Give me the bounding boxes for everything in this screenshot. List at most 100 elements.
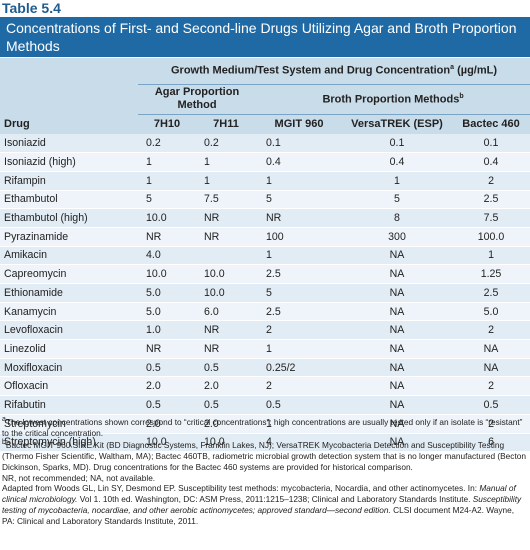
cell-drug: Ofloxacin <box>0 376 138 397</box>
cell-versatrek: 0.1 <box>342 134 452 154</box>
cell-bactec: 5.0 <box>452 302 530 322</box>
table-row: Streptomycin (high) 10.0 10.0 4 NA 6 <box>0 433 530 453</box>
table-label: Table 5.4 <box>2 0 61 16</box>
cell-bactec: 2.5 <box>452 190 530 210</box>
cell-7h11: 2.0 <box>196 414 256 434</box>
cell-drug: Isoniazid <box>0 134 138 154</box>
cell-7h10: 10.0 <box>138 208 196 228</box>
cell-7h11: NR <box>196 208 256 228</box>
cell-bactec: NA <box>452 358 530 378</box>
cell-drug: Streptomycin (high) <box>0 433 138 453</box>
cell-mgit: 1 <box>256 171 342 191</box>
footnote-a-text: The lowest concentrations shown correspo… <box>2 416 523 438</box>
cell-bactec: 6 <box>452 433 530 453</box>
cell-bactec: 0.4 <box>452 152 530 172</box>
cell-bactec: 1.25 <box>452 264 530 284</box>
table-row: Ethambutol 5 7.5 5 5 2.5 <box>0 190 530 210</box>
cell-versatrek: NA <box>342 320 452 341</box>
footnote-a: aThe lowest concentrations shown corresp… <box>2 415 528 438</box>
table-row: Moxifloxacin 0.5 0.5 0.25/2 NA NA <box>0 358 530 378</box>
cell-7h11: 10.0 <box>196 283 256 303</box>
cell-7h11: 10.0 <box>196 433 256 453</box>
cell-drug: Rifampin <box>0 171 138 191</box>
cell-drug: Isoniazid (high) <box>0 152 138 172</box>
header-7h11: 7H11 <box>213 118 239 131</box>
cell-7h11: NR <box>196 227 256 247</box>
cell-bactec: 2 <box>452 320 530 341</box>
cell-drug: Moxifloxacin <box>0 358 138 378</box>
table-row: Levofloxacin 1.0 NR 2 NA 2 <box>0 320 530 341</box>
cell-versatrek: NA <box>342 433 452 453</box>
cell-bactec: 2 <box>452 414 530 434</box>
cell-7h10: 2.0 <box>138 376 196 397</box>
cell-7h11: 1 <box>196 152 256 172</box>
cell-7h10: 1 <box>138 171 196 191</box>
cell-mgit: 4 <box>256 433 342 453</box>
footnote-b-text: Bactec MGIT 960 SIRE Kit (BD Diagnostic … <box>2 440 526 472</box>
footnote-b: bBactec MGIT 960 SIRE Kit (BD Diagnostic… <box>2 438 528 472</box>
cell-7h10: 10.0 <box>138 433 196 453</box>
table-title: Concentrations of First- and Second-line… <box>0 17 530 57</box>
header-broth-text: Broth Proportion Methods <box>322 93 460 106</box>
cell-mgit: 2.5 <box>256 302 342 322</box>
cell-7h10: NR <box>138 227 196 247</box>
table-row: Isoniazid (high) 1 1 0.4 0.4 0.4 <box>0 152 530 172</box>
header-blank-2 <box>0 84 138 114</box>
footnotes: aThe lowest concentrations shown corresp… <box>2 415 528 527</box>
header-group-sup: a <box>450 64 455 72</box>
cell-7h10: 5 <box>138 190 196 210</box>
header-group-text: Growth Medium/Test System and Drug Conce… <box>171 65 451 78</box>
table-row: Amikacin 4.0 1 NA 1 <box>0 246 530 266</box>
cell-7h11: 0.5 <box>196 358 256 378</box>
drug-concentration-table: Growth Medium/Test System and Drug Conce… <box>0 58 530 453</box>
cell-mgit: 1 <box>256 246 342 266</box>
footnote-nr: NR, not recommended; NA, not available. <box>2 472 156 483</box>
cell-7h11: 10.0 <box>196 264 256 284</box>
cell-versatrek: 1 <box>342 171 452 191</box>
cell-7h10: 0.5 <box>138 395 196 415</box>
cell-drug: Kanamycin <box>0 302 138 322</box>
cell-mgit: 2.5 <box>256 264 342 284</box>
cell-mgit: 0.25/2 <box>256 358 342 378</box>
cell-7h10: NR <box>138 339 196 359</box>
cell-7h11: NR <box>196 339 256 359</box>
cell-bactec: NA <box>452 339 530 359</box>
table-row: Kanamycin 5.0 6.0 2.5 NA 5.0 <box>0 302 530 322</box>
cell-mgit: 2 <box>256 376 342 397</box>
cell-bactec: 2 <box>452 171 530 191</box>
cell-7h11: 6.0 <box>196 302 256 322</box>
cell-mgit: 0.1 <box>256 134 342 154</box>
cell-mgit: 1 <box>256 414 342 434</box>
cell-versatrek: NA <box>342 414 452 434</box>
header-versatrek: VersaTREK (ESP) <box>351 118 443 131</box>
cell-7h11: NR <box>196 320 256 341</box>
cell-mgit: 100 <box>256 227 342 247</box>
cell-bactec: 0.1 <box>452 134 530 154</box>
footnote-a-marker: a <box>2 416 6 423</box>
cell-versatrek: NA <box>342 339 452 359</box>
table-body: Isoniazid 0.2 0.2 0.1 0.1 0.1 Isoniazid (high)… <box>0 134 530 453</box>
cell-7h11: 0.5 <box>196 395 256 415</box>
cell-versatrek: NA <box>342 283 452 303</box>
cell-drug: Pyrazinamide <box>0 227 138 247</box>
cell-bactec: 2 <box>452 376 530 397</box>
cell-mgit: 2 <box>256 320 342 341</box>
cell-7h10: 1.0 <box>138 320 196 341</box>
cell-mgit: 5 <box>256 190 342 210</box>
cell-versatrek: NA <box>342 264 452 284</box>
cell-drug: Levofloxacin <box>0 320 138 341</box>
cell-mgit: 0.4 <box>256 152 342 172</box>
cell-versatrek: 8 <box>342 208 452 228</box>
cell-versatrek: 0.4 <box>342 152 452 172</box>
cell-7h11: 1 <box>196 171 256 191</box>
cell-bactec: 2.5 <box>452 283 530 303</box>
table-row: Rifabutin 0.5 0.5 0.5 NA 0.5 <box>0 395 530 415</box>
cell-7h11: 0.2 <box>196 134 256 154</box>
table-row: Linezolid NR NR 1 NA NA <box>0 339 530 359</box>
header-agar: Agar Proportion Method <box>138 84 256 115</box>
cell-bactec: 7.5 <box>452 208 530 228</box>
header-drug: Drug <box>4 118 30 130</box>
header-group-label: Growth Medium/Test System and Drug Conce… <box>138 58 530 85</box>
table-row: Ethionamide 5.0 10.0 5 NA 2.5 <box>0 283 530 303</box>
